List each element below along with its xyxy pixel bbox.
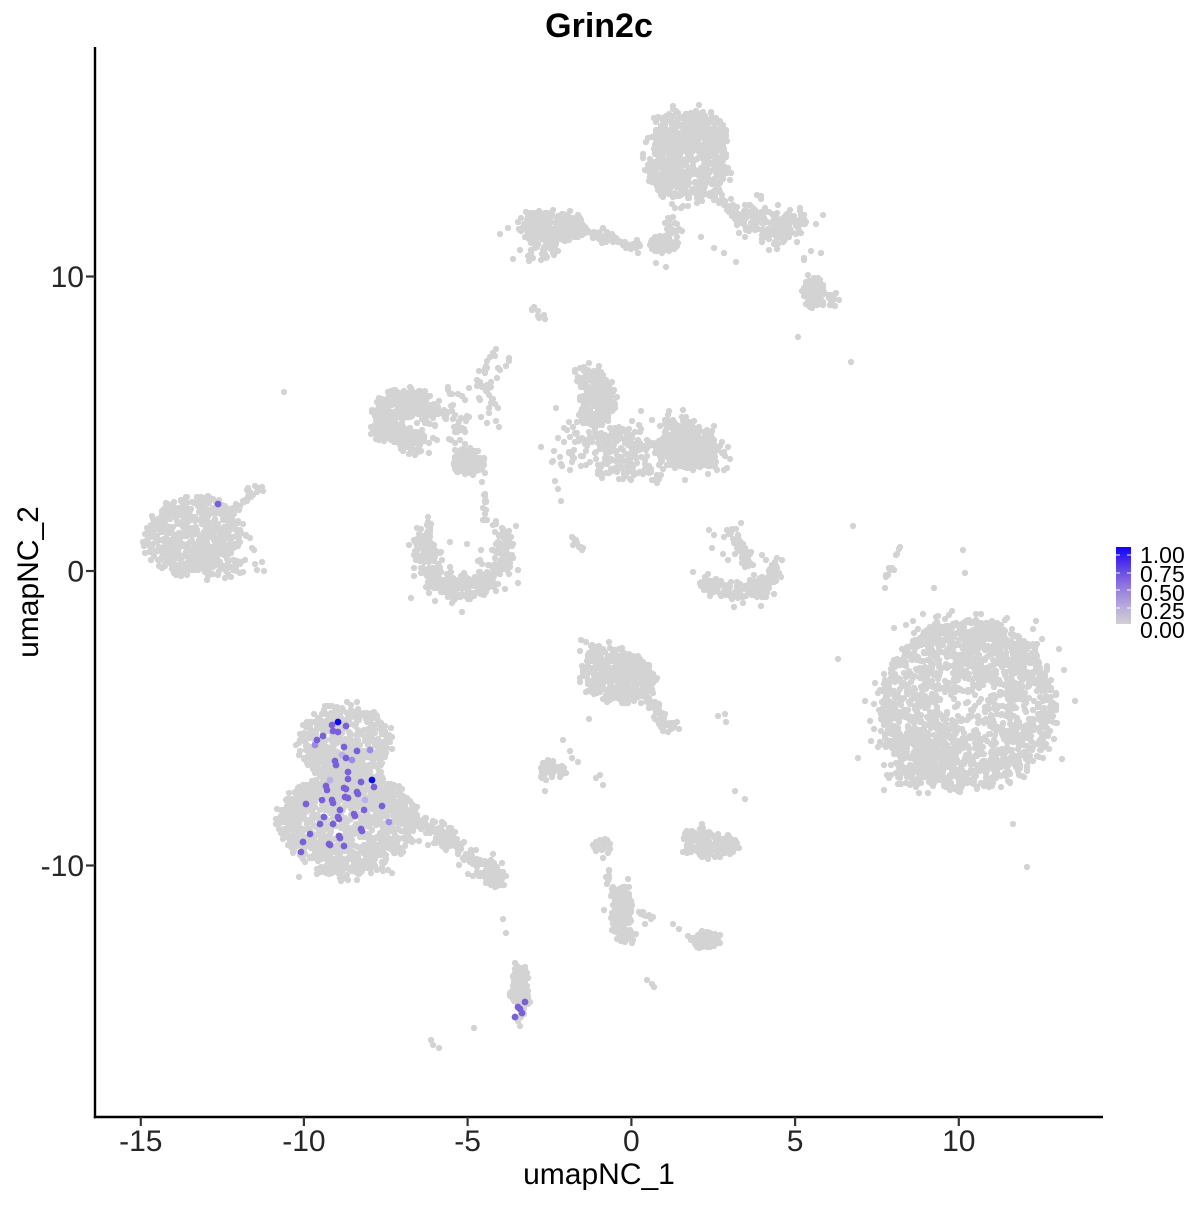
svg-text:-10: -10: [282, 1125, 325, 1158]
svg-text:0.50: 0.50: [1140, 580, 1185, 606]
svg-text:0.25: 0.25: [1140, 598, 1185, 624]
svg-text:-5: -5: [454, 1125, 481, 1158]
svg-text:umapNC_2: umapNC_2: [12, 506, 45, 658]
svg-text:0: 0: [67, 556, 84, 589]
svg-text:-10: -10: [41, 850, 84, 883]
svg-text:umapNC_1: umapNC_1: [523, 1158, 675, 1191]
svg-text:-15: -15: [119, 1125, 162, 1158]
svg-text:Grin2c: Grin2c: [545, 7, 653, 45]
svg-text:0.00: 0.00: [1140, 617, 1185, 643]
svg-text:5: 5: [787, 1125, 804, 1158]
svg-text:0.75: 0.75: [1140, 561, 1185, 587]
svg-text:0: 0: [623, 1125, 640, 1158]
svg-text:10: 10: [942, 1125, 975, 1158]
svg-text:10: 10: [51, 261, 84, 294]
svg-text:1.00: 1.00: [1140, 542, 1185, 568]
